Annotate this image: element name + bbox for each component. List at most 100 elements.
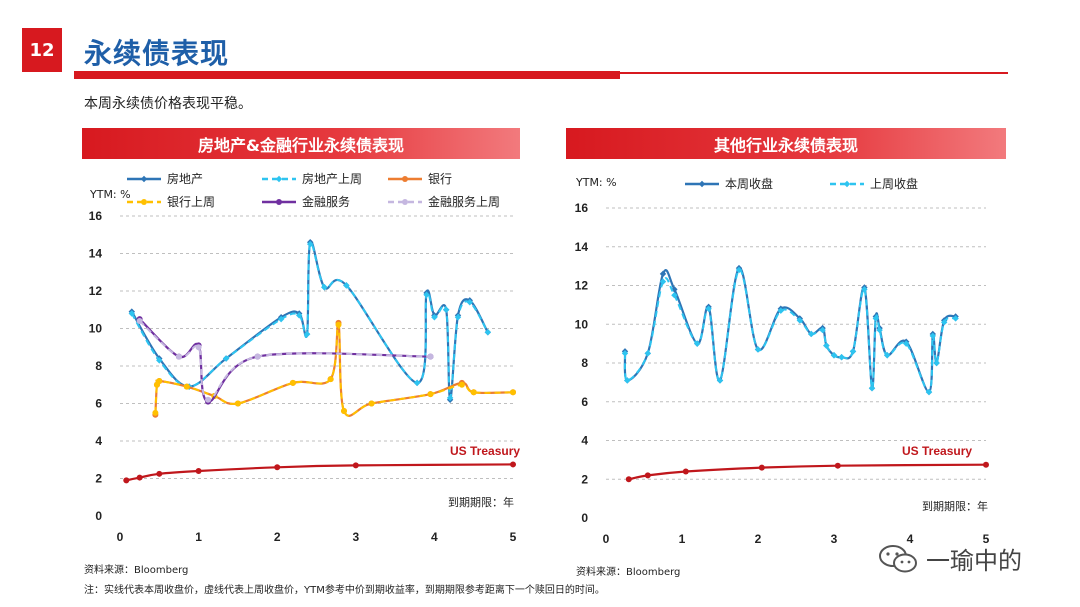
data-point bbox=[442, 306, 450, 313]
legend-item: 金融服务上周 bbox=[388, 194, 500, 209]
data-point bbox=[307, 240, 314, 248]
data-point bbox=[427, 353, 434, 360]
data-point bbox=[152, 409, 159, 416]
data-point bbox=[321, 284, 328, 291]
legend-item: 金融服务 bbox=[262, 194, 350, 209]
x-tick-label: 2 bbox=[274, 530, 281, 544]
data-point bbox=[929, 332, 936, 340]
data-point bbox=[694, 340, 701, 347]
series-line bbox=[139, 320, 431, 401]
y-tick-label: 10 bbox=[89, 322, 103, 336]
title-underline-rule bbox=[620, 72, 1008, 74]
title-underline-bar bbox=[74, 71, 620, 79]
series-6 bbox=[123, 461, 516, 484]
series-line bbox=[130, 242, 489, 399]
data-point bbox=[413, 379, 421, 387]
legend-item: 房地产 bbox=[127, 171, 203, 186]
data-point bbox=[925, 388, 933, 396]
legend-item: 银行 bbox=[388, 172, 452, 186]
series-line bbox=[130, 240, 489, 401]
data-point bbox=[941, 319, 948, 326]
y-tick-label: 4 bbox=[95, 434, 102, 448]
legend-marker bbox=[843, 180, 851, 188]
legend-label: 金融服务上周 bbox=[428, 194, 500, 209]
y-tick-label: 6 bbox=[581, 395, 588, 409]
y-tick-label: 8 bbox=[95, 359, 102, 373]
legend-marker bbox=[275, 175, 283, 183]
legend-label: 本周收盘 bbox=[725, 176, 773, 191]
series-line bbox=[154, 323, 514, 417]
legend-marker bbox=[276, 199, 282, 205]
data-point bbox=[458, 381, 465, 388]
data-point bbox=[671, 286, 678, 293]
data-point bbox=[624, 377, 631, 384]
x-tick-label: 3 bbox=[352, 530, 359, 544]
series-2 bbox=[625, 461, 989, 483]
watermark-text: 一瑜中的 bbox=[926, 547, 1022, 575]
data-point bbox=[274, 464, 281, 471]
legend-marker bbox=[402, 176, 408, 182]
x-axis-label: 到期期限：年 bbox=[448, 495, 514, 509]
data-point bbox=[222, 355, 230, 362]
data-point bbox=[933, 359, 940, 367]
y-tick-label: 14 bbox=[575, 240, 589, 254]
data-point bbox=[777, 307, 784, 314]
data-point bbox=[625, 476, 632, 483]
page-title: 永续债表现 bbox=[84, 37, 230, 70]
data-point bbox=[431, 314, 438, 321]
y-tick-label: 0 bbox=[581, 511, 588, 525]
data-point bbox=[446, 394, 454, 402]
data-point bbox=[427, 391, 434, 398]
y-tick-label: 0 bbox=[95, 509, 102, 523]
legend-label: 金融服务 bbox=[302, 194, 350, 209]
x-tick-label: 0 bbox=[117, 530, 124, 544]
data-point bbox=[352, 462, 359, 469]
right-source: 资料来源：Bloomberg bbox=[576, 567, 681, 578]
y-tick-label: 4 bbox=[581, 434, 588, 448]
data-point bbox=[819, 326, 826, 334]
data-point bbox=[484, 329, 492, 336]
data-point bbox=[341, 408, 348, 414]
x-tick-label: 5 bbox=[510, 530, 517, 544]
data-point bbox=[872, 315, 879, 322]
data-point bbox=[758, 464, 765, 471]
y-tick-label: 2 bbox=[95, 472, 102, 486]
data-point bbox=[156, 378, 163, 384]
data-point bbox=[343, 282, 350, 289]
data-point bbox=[303, 330, 311, 338]
y-tick-label: 6 bbox=[95, 397, 102, 411]
right-chart-title: 其他行业永续债表现 bbox=[566, 128, 1006, 159]
legend-label: 房地产上周 bbox=[302, 171, 362, 186]
data-point bbox=[705, 305, 712, 312]
y-axis-label: YTM: % bbox=[575, 176, 617, 189]
data-point bbox=[834, 462, 841, 469]
data-point bbox=[876, 326, 883, 334]
data-point bbox=[156, 357, 163, 364]
series-0 bbox=[621, 264, 959, 396]
y-tick-label: 10 bbox=[575, 317, 589, 331]
series-3 bbox=[152, 321, 516, 417]
legend-marker bbox=[698, 180, 706, 188]
x-tick-label: 5 bbox=[983, 532, 990, 546]
data-point bbox=[510, 389, 516, 396]
data-point bbox=[277, 315, 285, 323]
data-point bbox=[735, 266, 743, 274]
series-line bbox=[138, 318, 431, 403]
data-point bbox=[335, 321, 342, 328]
data-point bbox=[205, 396, 212, 403]
data-point bbox=[830, 352, 838, 359]
x-tick-label: 0 bbox=[603, 532, 610, 546]
data-point bbox=[716, 377, 724, 384]
y-tick-label: 8 bbox=[581, 356, 588, 370]
data-point bbox=[644, 350, 651, 357]
x-tick-label: 2 bbox=[755, 532, 762, 546]
data-point bbox=[466, 299, 473, 306]
data-point bbox=[659, 270, 667, 278]
left-chart-title: 房地产&金融行业永续债表现 bbox=[82, 128, 520, 159]
page-subtitle: 本周永续债价格表现平稳。 bbox=[84, 96, 252, 112]
legend-item: 上周收盘 bbox=[830, 176, 918, 191]
data-point bbox=[983, 461, 989, 468]
watermark: 一瑜中的 bbox=[878, 541, 1022, 576]
y-tick-label: 12 bbox=[89, 284, 103, 298]
